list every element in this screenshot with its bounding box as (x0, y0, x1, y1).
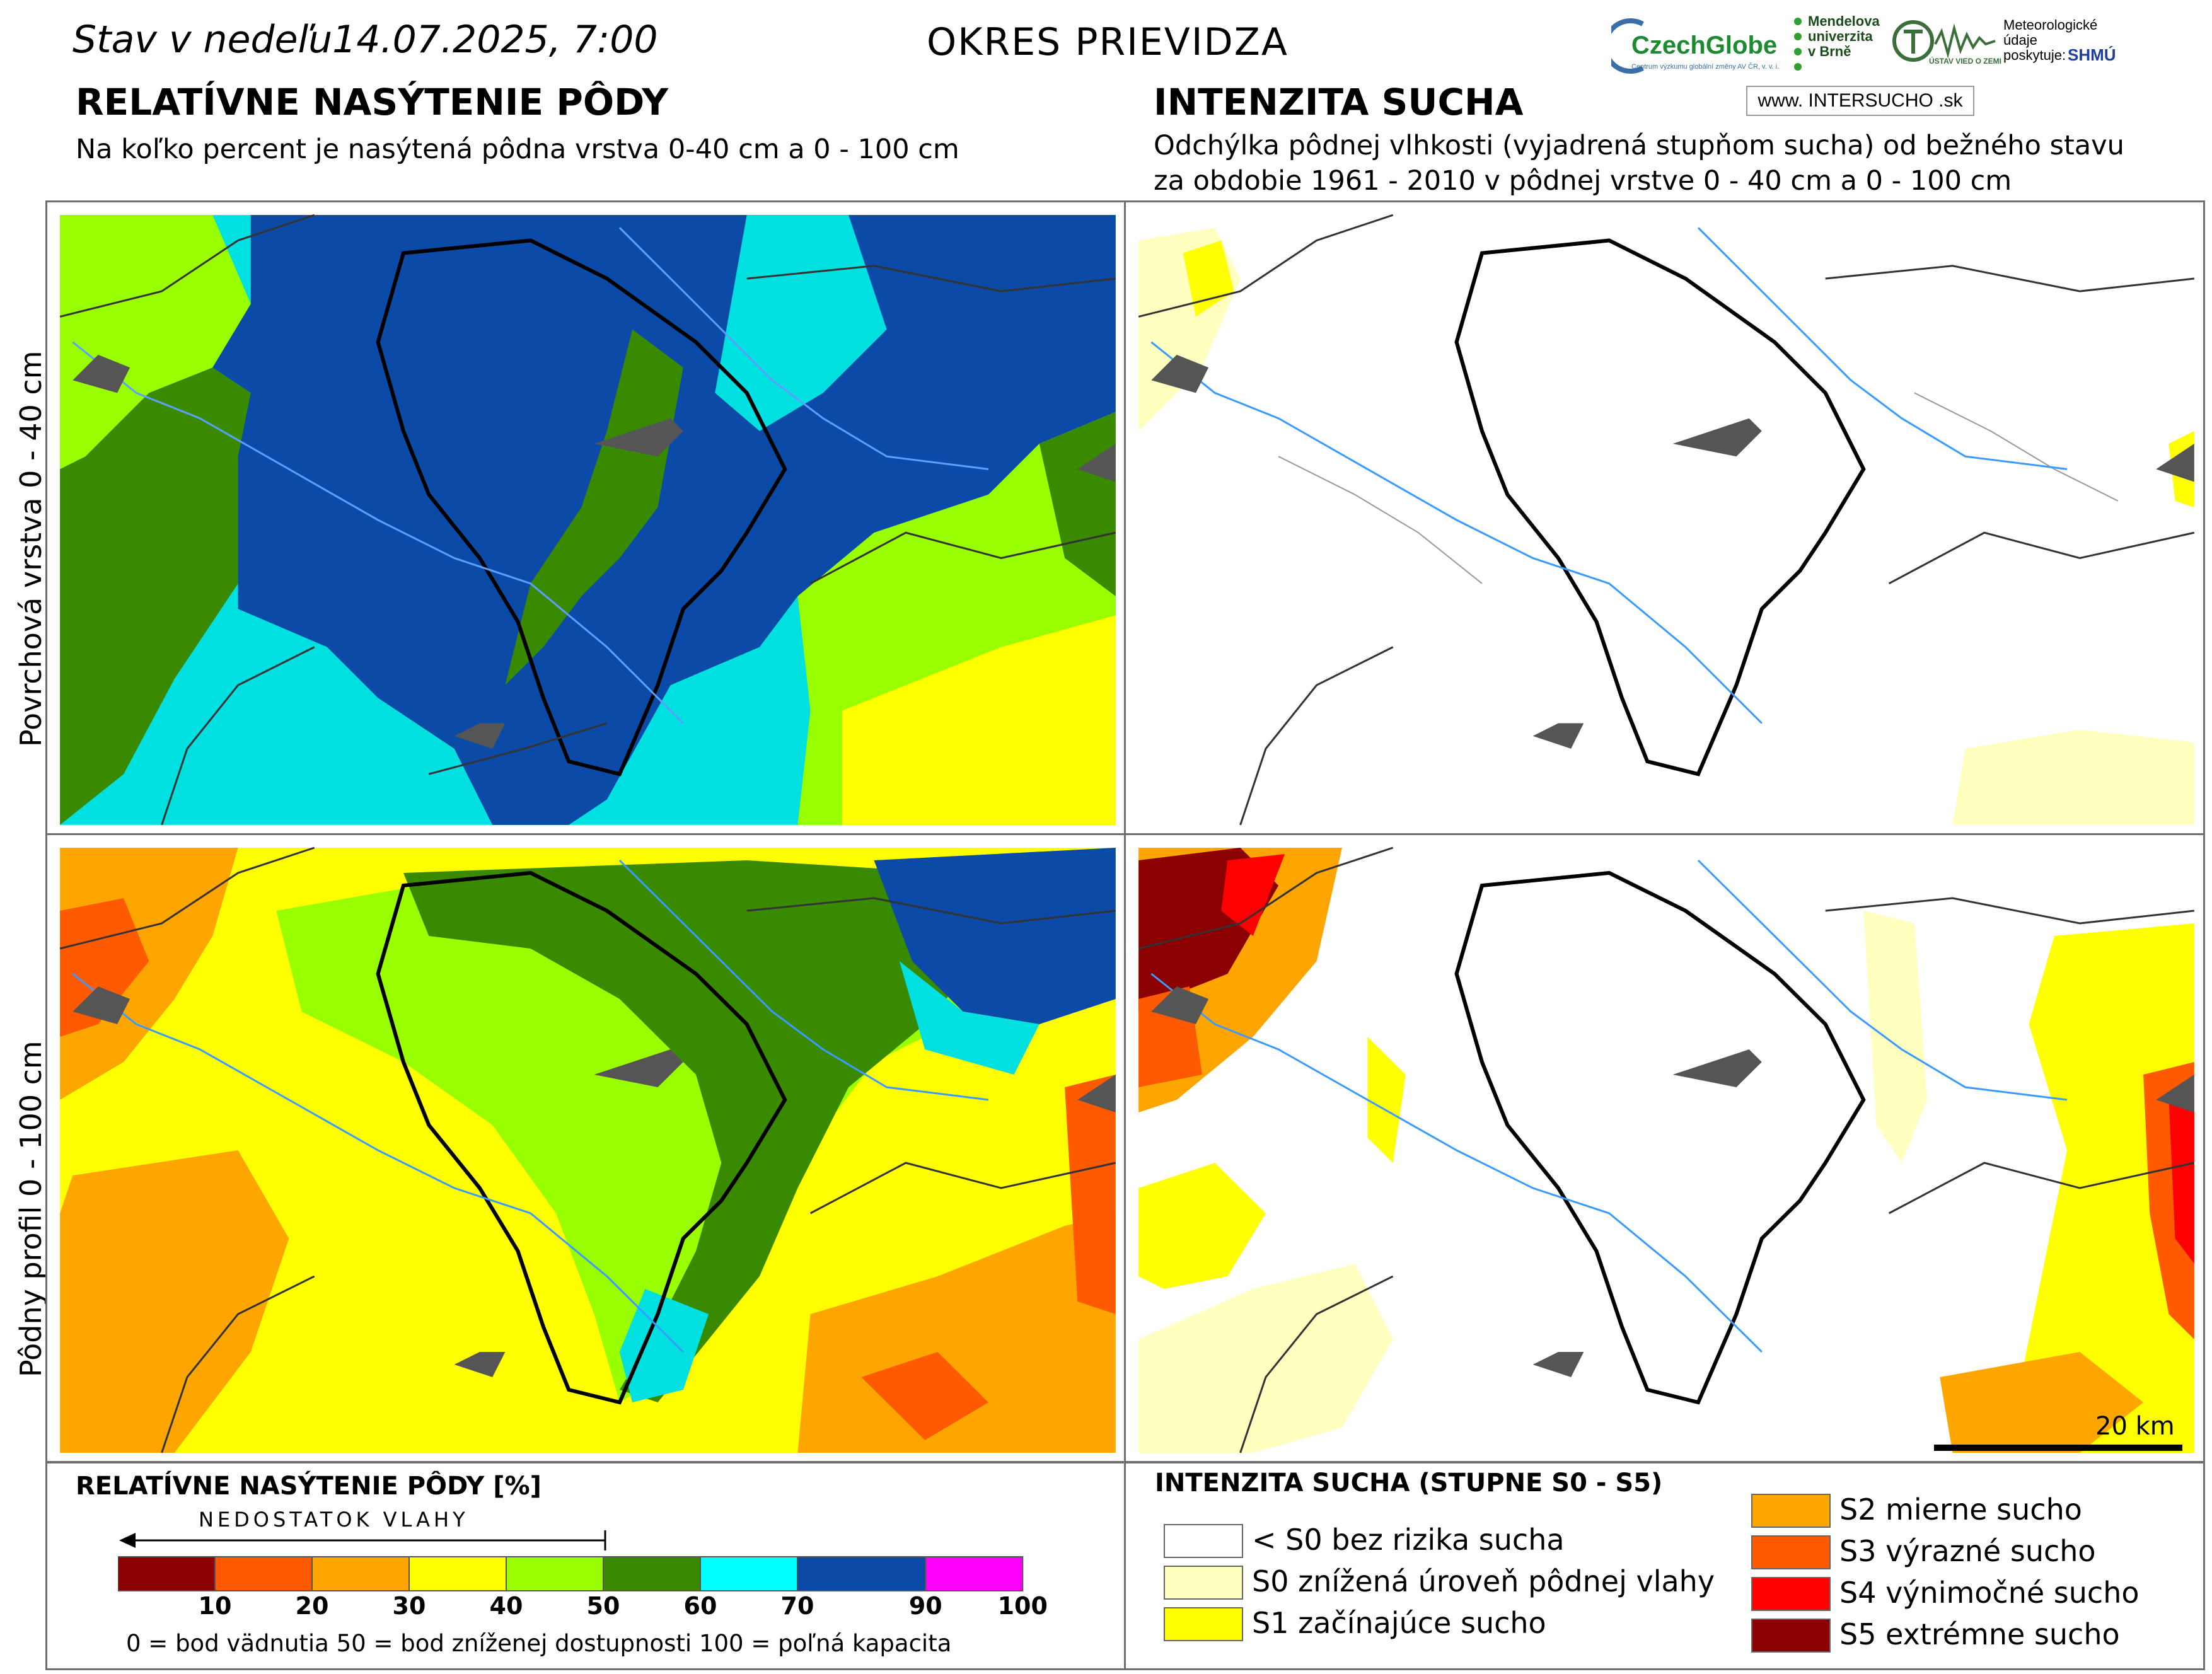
row-label-soil-profile: Pôdny profil 0 - 100 cm (14, 1041, 48, 1377)
legend-divider (1124, 1461, 1126, 1670)
drought-legend-label: S5 extrémne sucho (1839, 1617, 2120, 1651)
scale-tick: 100 (997, 1592, 1048, 1620)
drought-legend-title: INTENZITA SUCHA (STUPNE S0 - S5) (1155, 1469, 1663, 1498)
drought-legend-swatch (1751, 1619, 1831, 1653)
scale-tick: 90 (908, 1592, 942, 1620)
drought-legend-swatch (1164, 1566, 1243, 1600)
map-drought-profile (1124, 833, 2205, 1463)
drought-profile-map-image (1138, 846, 2195, 1453)
drought-legend-label: S2 mierne sucho (1839, 1492, 2082, 1527)
map-saturation-profile (45, 833, 1126, 1463)
drought-legend-swatch (1751, 1577, 1831, 1611)
row-label-topsoil: Povrchová vrstva 0 - 40 cm (14, 350, 48, 747)
mendel-logo-mark (1794, 18, 1802, 71)
scale-class-50-60 (603, 1556, 701, 1591)
drought-legend-swatch (1751, 1494, 1831, 1528)
scale-tick: 20 (295, 1592, 329, 1620)
drought-legend-label: S0 znížená úroveň pôdnej vlahy (1252, 1564, 1715, 1598)
scale-class-0-10 (118, 1556, 216, 1591)
drought-legend-label: S4 výnimočné sucho (1839, 1576, 2140, 1610)
drought-title: INTENZITA SUCHA (1154, 81, 1524, 124)
ustav-logo-mark (1892, 20, 1996, 62)
drought-legend-swatch (1164, 1607, 1243, 1641)
drought-subtitle-line1: Odchýlka pôdnej vlhkosti (vyjadrená stup… (1154, 130, 2124, 161)
meteo-data-provider-label: Meteorologické údaje poskytuje: (2003, 17, 2098, 63)
czechglobe-logo: CzechGlobe (1631, 32, 1778, 59)
moisture-deficit-arrow-icon (119, 1530, 606, 1550)
czechglobe-logo-mark (1611, 18, 1644, 74)
drought-legend-label: S3 výrazné sucho (1839, 1534, 2096, 1568)
scale-tick: 60 (683, 1592, 717, 1620)
scale-bar (1934, 1445, 2182, 1451)
scale-tick: 30 (392, 1592, 426, 1620)
scale-tick: 40 (489, 1592, 523, 1620)
scale-class-10-20 (214, 1556, 313, 1591)
shmu-logo: SHMÚ (2068, 45, 2116, 64)
drought-subtitle-line2: za obdobie 1961 - 2010 v pôdnej vrstve 0… (1154, 165, 2012, 197)
moisture-deficit-label: NEDOSTATOK VLAHY (199, 1508, 469, 1532)
scale-class-30-40 (408, 1556, 507, 1591)
scale-bar-label: 20 km (2095, 1412, 2175, 1441)
saturation-subtitle: Na koľko percent je nasýtená pôdna vrstv… (76, 134, 959, 165)
saturation-topsoil-map-image (59, 214, 1116, 826)
ustav-logo: ÚSTAV VIED O ZEMI (1929, 57, 2001, 66)
drought-legend-label: < S0 bez rizika sucha (1252, 1523, 1565, 1557)
date-label: Stav v nedeľu14.07.2025, 7:00 (72, 18, 658, 62)
drought-topsoil-map-image (1138, 214, 2195, 826)
scale-class-70-90 (797, 1556, 927, 1591)
scale-class-20-30 (311, 1556, 410, 1591)
czechglobe-logo-subtitle: Centrum výzkumu globální změny AV ČR, v.… (1631, 63, 1780, 71)
map-drought-topsoil (1124, 200, 2205, 836)
scale-tick: 70 (780, 1592, 814, 1620)
intersucho-web-logo: www. INTERSUCHO .sk (1746, 86, 1974, 116)
scale-class-40-50 (506, 1556, 604, 1591)
district-title: OKRES PRIEVIDZA (927, 20, 1288, 64)
mendel-logo: Mendelova univerzita v Brně (1808, 13, 1880, 59)
scale-tick: 10 (198, 1592, 232, 1620)
saturation-color-scale (118, 1556, 1024, 1591)
map-saturation-topsoil (45, 200, 1126, 836)
saturation-title: RELATÍVNE NASÝTENIE PÔDY (76, 81, 669, 124)
drought-legend-swatch (1164, 1524, 1243, 1558)
drought-legend-label: S1 začínajúce sucho (1252, 1606, 1546, 1640)
saturation-profile-map-image (59, 846, 1116, 1453)
scale-class-90-100 (925, 1556, 1024, 1591)
scale-class-60-70 (700, 1556, 798, 1591)
drought-legend-swatch (1751, 1535, 1831, 1569)
saturation-legend-note: 0 = bod vädnutia 50 = bod zníženej dostu… (126, 1630, 952, 1657)
saturation-legend-title: RELATÍVNE NASÝTENIE PÔDY [%] (76, 1472, 541, 1501)
scale-tick: 50 (586, 1592, 620, 1620)
